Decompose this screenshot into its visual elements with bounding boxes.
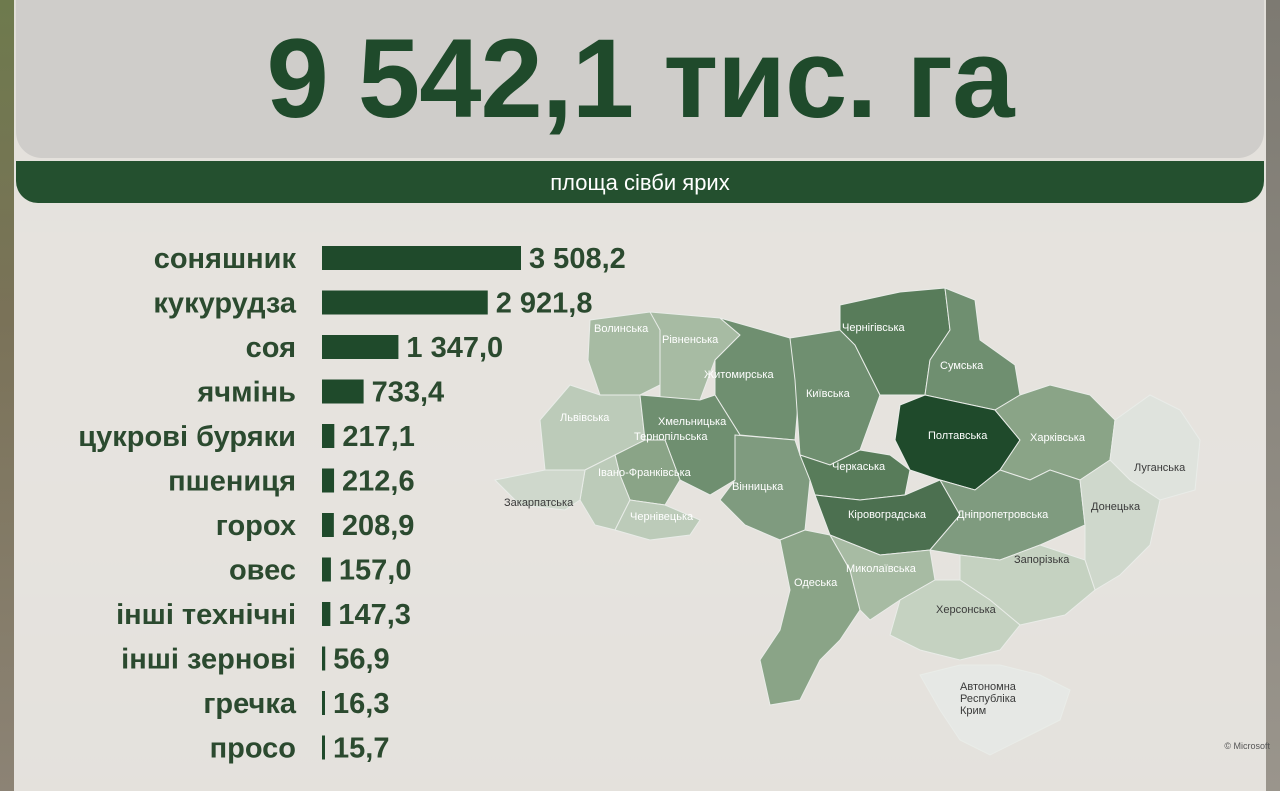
category-label: соняшник (154, 243, 297, 275)
map-region-label: Одеська (794, 577, 838, 589)
subtitle-bar: площа сівби ярих (16, 161, 1264, 203)
bar (322, 735, 325, 760)
background-right-edge (1266, 0, 1280, 791)
map-region-label: Волинська (594, 323, 649, 335)
bar (322, 691, 325, 715)
bar (322, 424, 335, 448)
value-label: 56,9 (333, 644, 389, 676)
bar (322, 335, 399, 359)
value-label: 212,6 (342, 466, 415, 498)
headline-card: 9 542,1 тис. га (16, 0, 1264, 158)
map-region-crimea (919, 664, 1071, 756)
bar-chart: соняшник 3 508,2 кукурудза 2 921,8 соя 1 347,… (78, 243, 625, 765)
map-region-label: Чернівецька (630, 511, 694, 523)
bar (322, 513, 334, 537)
value-label: 733,4 (372, 377, 445, 409)
category-label: цукрові буряки (78, 421, 296, 453)
map-region-donetska (1079, 459, 1161, 591)
category-label: соя (246, 332, 296, 364)
map-region-label: Житомирська (704, 369, 774, 381)
value-label: 147,3 (338, 599, 411, 631)
category-label: горох (216, 510, 296, 542)
background-left-edge (0, 0, 14, 791)
map-region-label: Донецька (1091, 501, 1141, 513)
map-region-cherkaska (799, 449, 911, 501)
map-region-label: Рівненська (662, 334, 719, 346)
map-region-label: Полтавська (928, 430, 988, 442)
category-label: інші зернові (121, 644, 296, 676)
map-region-label: Хмельницька (658, 416, 727, 428)
map-region-label: Херсонська (936, 604, 997, 616)
map-region-label: Луганська (1134, 462, 1186, 474)
category-label: гречка (203, 688, 297, 720)
category-label: пшениця (168, 466, 296, 498)
map-region-label: Івано-Франківська (598, 467, 692, 479)
bar (322, 468, 335, 493)
category-label: кукурудза (153, 288, 296, 320)
category-label: інші технічні (116, 599, 296, 631)
bar (322, 246, 521, 270)
category-label: просо (210, 733, 296, 765)
map-region-zakarpatska (493, 469, 586, 511)
bar (322, 557, 331, 582)
map-region-label: Закарпатська (504, 497, 574, 509)
map-region-label: Автономна Республіка Крим (960, 681, 1017, 717)
bar (322, 379, 364, 404)
map-copyright: © Microsoft (1224, 741, 1270, 751)
value-label: 157,0 (339, 555, 412, 587)
bar (322, 646, 326, 671)
value-label: 3 508,2 (529, 243, 626, 275)
category-label: овес (229, 555, 296, 587)
ukraine-map: Волинська Рівненська Житомирська Київська Че… (493, 287, 1201, 756)
value-label: 1 347,0 (406, 332, 503, 364)
bar (322, 290, 488, 315)
map-region-label: Черкаська (832, 461, 886, 473)
category-label: ячмінь (196, 377, 296, 409)
map-region-label: Чернігівська (842, 322, 906, 334)
map-region-label: Запорізька (1014, 554, 1070, 566)
value-label: 208,9 (342, 510, 415, 542)
map-region-khersonska (889, 579, 1021, 661)
value-label: 15,7 (333, 733, 389, 765)
map-region-label: Київська (806, 388, 851, 400)
map-region-label: Харківська (1030, 432, 1086, 444)
map-region-label: Сумська (940, 360, 984, 372)
map-region-label: Кіровоградська (848, 509, 927, 521)
value-label: 217,1 (342, 421, 415, 453)
value-label: 16,3 (333, 688, 389, 720)
map-region-chernivetska (614, 499, 701, 541)
map-region-label: Дніпропетровська (957, 509, 1049, 521)
total-area-headline: 9 542,1 тис. га (266, 16, 1015, 141)
map-region-label: Львівська (560, 412, 610, 424)
bar (322, 602, 331, 626)
map-region-label: Вінницька (732, 481, 784, 493)
value-label: 2 921,8 (496, 288, 593, 320)
map-region-label: Тернопільська (634, 431, 708, 443)
map-region-label: Миколаївська (846, 563, 917, 575)
